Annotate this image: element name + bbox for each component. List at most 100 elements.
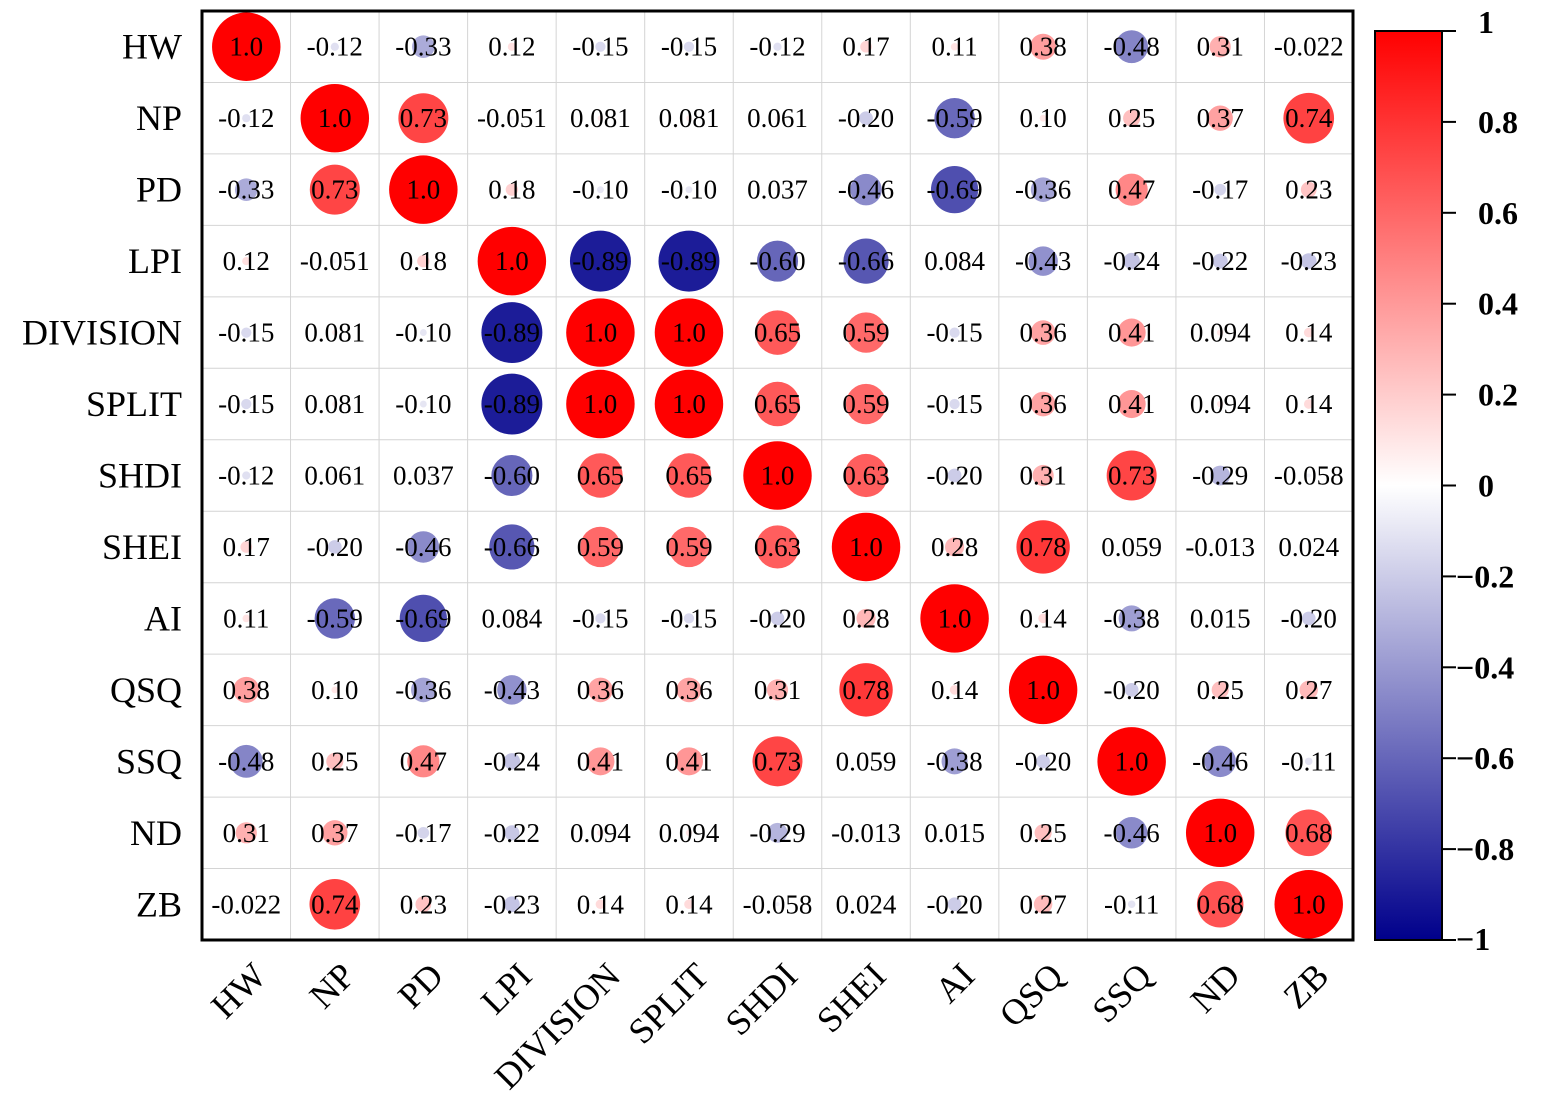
cell-value-label: -0.022 bbox=[211, 889, 281, 919]
heatmap-cell-AI-ND bbox=[1218, 616, 1223, 621]
heatmap-cell-SPLIT-LPI bbox=[481, 373, 543, 435]
heatmap-cell-AI-QSQ bbox=[1038, 613, 1048, 624]
cell-value-label: -0.15 bbox=[661, 32, 717, 62]
heatmap-cell-SHDI-SSQ bbox=[1106, 450, 1157, 501]
plot-frame bbox=[200, 9, 1355, 942]
cell-value-label: -0.15 bbox=[661, 603, 717, 633]
cell-value-label: 0.024 bbox=[836, 889, 897, 919]
colorbar-tick-label: −0.2 bbox=[1456, 558, 1514, 594]
column-label-nd: ND bbox=[1183, 955, 1248, 1020]
cell-value-label: -0.46 bbox=[1104, 818, 1160, 848]
cell-value-label: 0.37 bbox=[311, 818, 358, 848]
cell-value-label: -0.29 bbox=[1192, 461, 1248, 491]
heatmap-cell-HW-ND bbox=[1209, 36, 1231, 58]
cell-value-label: 0.41 bbox=[1108, 389, 1155, 419]
heatmap-cell-ZB-NP bbox=[309, 878, 361, 930]
cell-value-label: 0.59 bbox=[577, 532, 624, 562]
heatmap-cell-SHDI-ZB bbox=[1306, 473, 1311, 478]
heatmap-cell-QSQ-SSQ bbox=[1124, 683, 1139, 697]
colorbar-tick-label: 0 bbox=[1478, 468, 1494, 504]
column-label-ai: AI bbox=[927, 955, 982, 1010]
heatmap-cell-LPI-LPI bbox=[477, 226, 547, 296]
cell-value-label: 0.74 bbox=[1285, 103, 1333, 133]
cell-value-label: 0.10 bbox=[1019, 103, 1066, 133]
heatmap-cell-QSQ-HW bbox=[233, 676, 260, 703]
cell-value-label: 0.25 bbox=[1197, 675, 1244, 705]
cell-value-label: 1.0 bbox=[584, 389, 618, 419]
heatmap-cell-NP-HW bbox=[242, 114, 251, 123]
cell-value-label: 0.59 bbox=[842, 389, 889, 419]
heatmap-cell-SSQ-PD bbox=[407, 745, 440, 778]
heatmap-cell-ZB-LPI bbox=[504, 896, 520, 913]
heatmap-cell-SHEI-LPI bbox=[489, 524, 535, 570]
cell-value-label: 0.10 bbox=[311, 675, 358, 705]
cell-value-label: 1.0 bbox=[1203, 818, 1237, 848]
heatmap-cell-DIVISION-SSQ bbox=[1117, 318, 1146, 347]
cell-value-label: 1.0 bbox=[1292, 889, 1326, 919]
cell-value-label: -0.38 bbox=[1104, 603, 1160, 633]
heatmap-cell-SHEI-SPLIT bbox=[668, 526, 710, 568]
cell-value-label: -0.66 bbox=[838, 246, 894, 276]
cell-value-label: -0.59 bbox=[307, 603, 363, 633]
cell-value-label: 0.14 bbox=[577, 889, 625, 919]
cell-value-label: 0.73 bbox=[754, 746, 801, 776]
cell-value-label: 0.081 bbox=[304, 389, 365, 419]
cell-value-label: 1.0 bbox=[495, 246, 529, 276]
row-label-ai: AI bbox=[144, 598, 182, 638]
heatmap-cell-HW-AI bbox=[950, 42, 959, 51]
cell-value-label: -0.46 bbox=[1192, 746, 1248, 776]
cell-value-label: 0.74 bbox=[311, 889, 359, 919]
heatmap-cell-SSQ-AI bbox=[941, 748, 968, 775]
heatmap-cell-ZB-SHDI bbox=[775, 902, 780, 907]
heatmap-cell-NP-SPLIT bbox=[686, 115, 692, 121]
cell-value-label: -0.48 bbox=[1104, 32, 1160, 62]
cell-value-label: -0.20 bbox=[749, 603, 805, 633]
heatmap-cell-LPI-SHDI bbox=[756, 240, 799, 282]
row-label-np: NP bbox=[136, 98, 182, 138]
heatmap-cell-ZB-QSQ bbox=[1033, 895, 1053, 914]
heatmap-cell-LPI-ND bbox=[1212, 253, 1228, 269]
heatmap-cell-SSQ-ZB bbox=[1304, 757, 1313, 766]
cell-value-label: -0.22 bbox=[1192, 246, 1248, 276]
heatmap-cell-ND-DIVISION bbox=[597, 829, 604, 837]
row-label-qsq: QSQ bbox=[110, 670, 182, 710]
cell-value-label: 0.081 bbox=[570, 103, 631, 133]
heatmap-cell-PD-SHEI bbox=[850, 173, 882, 206]
heatmap-cell-QSQ-QSQ bbox=[1008, 655, 1078, 725]
cell-value-label: 1.0 bbox=[318, 103, 352, 133]
cell-value-label: -0.15 bbox=[218, 389, 274, 419]
heatmap-cell-PD-QSQ bbox=[1030, 177, 1056, 202]
heatmap-cell-QSQ-LPI bbox=[497, 675, 527, 705]
cell-value-label: 0.059 bbox=[1101, 532, 1162, 562]
row-label-split: SPLIT bbox=[86, 384, 182, 424]
heatmap-cell-LPI-QSQ bbox=[1028, 246, 1058, 276]
heatmap-cell-QSQ-ND bbox=[1211, 681, 1229, 699]
colorbar-tick-label: −1 bbox=[1456, 921, 1490, 957]
heatmap-cell-HW-QSQ bbox=[1030, 33, 1057, 60]
heatmap-cell-SPLIT-ZB bbox=[1303, 399, 1314, 409]
heatmap-cell-SHEI-QSQ bbox=[1016, 520, 1070, 574]
cell-value-label: 0.59 bbox=[842, 318, 889, 348]
heatmap-cell-ND-PD bbox=[417, 826, 430, 839]
heatmap-cell-SHDI-AI bbox=[947, 468, 962, 483]
cell-value-label: -0.46 bbox=[395, 532, 451, 562]
cell-value-label: 0.41 bbox=[665, 746, 712, 776]
cell-value-label: 0.63 bbox=[842, 461, 889, 491]
cell-value-label: 0.23 bbox=[1285, 175, 1332, 205]
cell-value-label: 1.0 bbox=[761, 461, 795, 491]
heatmap-cell-QSQ-SPLIT bbox=[676, 677, 702, 703]
cell-value-label: -0.17 bbox=[395, 818, 451, 848]
heatmap-cell-HW-NP bbox=[330, 42, 339, 51]
cell-value-label: -0.10 bbox=[661, 175, 717, 205]
row-labels: HW NP PD LPI DIVISION SPLIT SHDI SHEI AI QSQ SSQ ND… bbox=[22, 27, 182, 925]
heatmap-cell-PD-SHDI bbox=[775, 187, 780, 192]
cell-value-label: -0.15 bbox=[572, 32, 628, 62]
heatmap-cell-SPLIT-SPLIT bbox=[654, 369, 724, 439]
cell-value-label: 0.65 bbox=[754, 389, 801, 419]
cell-value-label: 0.081 bbox=[659, 103, 720, 133]
heatmap-cell-SPLIT-SHDI bbox=[755, 381, 800, 427]
cell-value-label: 0.68 bbox=[1285, 818, 1332, 848]
cell-value-label: -0.60 bbox=[484, 461, 540, 491]
cell-value-label: -0.22 bbox=[484, 818, 540, 848]
